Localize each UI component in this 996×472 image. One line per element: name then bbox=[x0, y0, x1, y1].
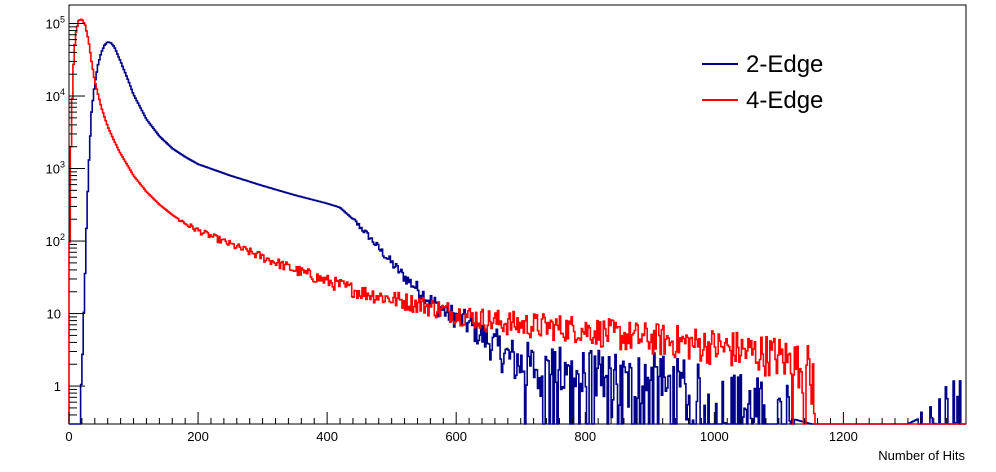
y-tick-label: 102 bbox=[46, 232, 65, 249]
y-tick-label: 1 bbox=[54, 379, 61, 394]
x-tick-label: 800 bbox=[574, 429, 596, 444]
x-tick-label: 0 bbox=[65, 429, 72, 444]
x-axis-title: Number of Hits bbox=[878, 448, 965, 463]
x-tick-label: 1200 bbox=[829, 429, 858, 444]
legend-label: 4-Edge bbox=[746, 87, 823, 114]
y-tick-label: 103 bbox=[46, 160, 65, 177]
series-line bbox=[68, 18, 966, 425]
y-tick-label: 105 bbox=[46, 15, 65, 32]
plot-frame bbox=[68, 4, 967, 425]
x-tick-label: 400 bbox=[316, 429, 338, 444]
series-line bbox=[69, 41, 966, 425]
x-tick-label: 600 bbox=[445, 429, 467, 444]
x-tick-label: 1000 bbox=[700, 429, 729, 444]
legend-label: 2-Edge bbox=[746, 51, 823, 78]
y-tick-label: 10 bbox=[47, 307, 61, 322]
series-4-edge bbox=[68, 18, 966, 425]
x-tick-label: 200 bbox=[187, 429, 209, 444]
chart-legend: 2-Edge 4-Edge bbox=[702, 51, 823, 114]
series-2-edge bbox=[69, 41, 966, 425]
y-tick-label: 104 bbox=[46, 87, 65, 104]
